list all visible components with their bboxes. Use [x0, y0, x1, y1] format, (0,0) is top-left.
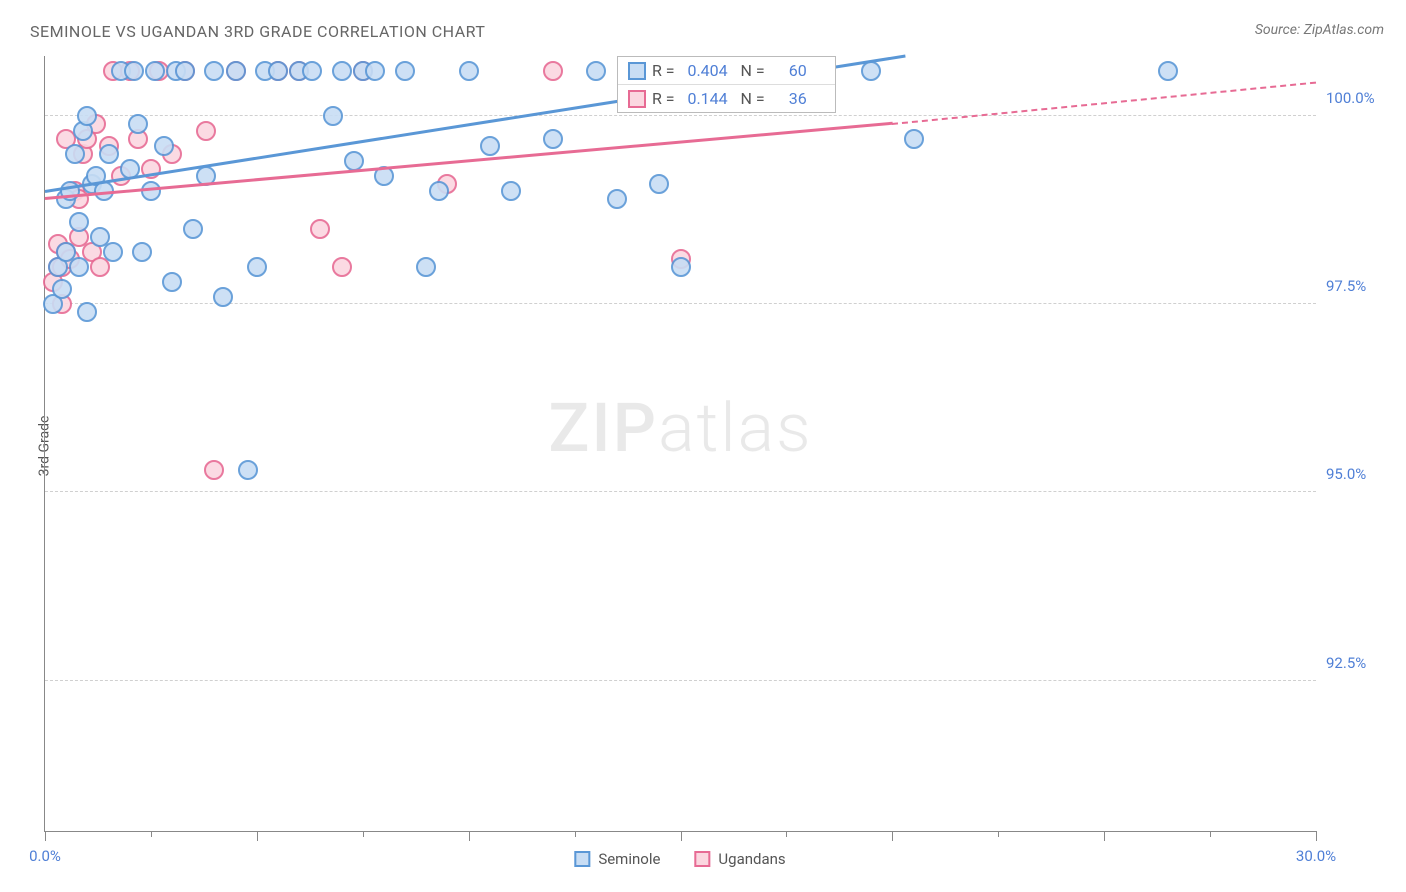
- legend-swatch: [628, 62, 646, 80]
- plot-area: ZIPatlas 92.5%95.0%97.5%100.0%0.0%30.0%R…: [44, 56, 1316, 832]
- data-point: [323, 106, 343, 126]
- legend-row: R = 0.144 N = 36: [618, 85, 835, 112]
- data-point: [162, 272, 182, 292]
- correlation-legend: R = 0.404 N = 60 R = 0.144 N = 36: [617, 56, 836, 113]
- data-point: [65, 144, 85, 164]
- n-label: N =: [741, 61, 765, 80]
- y-tick-label: 97.5%: [1326, 277, 1398, 295]
- x-tick: [363, 831, 364, 837]
- r-value: 0.144: [681, 89, 735, 108]
- chart-title: SEMINOLE VS UGANDAN 3RD GRADE CORRELATIO…: [30, 22, 485, 41]
- data-point: [103, 242, 123, 262]
- data-point: [416, 257, 436, 277]
- gridline: [45, 491, 1316, 492]
- x-tick: [257, 831, 258, 841]
- data-point: [904, 129, 924, 149]
- data-point: [204, 460, 224, 480]
- data-point: [204, 61, 224, 81]
- x-tick: [151, 831, 152, 837]
- data-point: [365, 61, 385, 81]
- data-point: [268, 61, 288, 81]
- legend-swatch: [694, 851, 710, 867]
- x-tick-label: 0.0%: [29, 847, 61, 865]
- x-tick: [681, 831, 682, 841]
- data-point: [99, 144, 119, 164]
- legend-bottom: Seminole Ugandans: [574, 850, 785, 868]
- data-point: [196, 121, 216, 141]
- legend-swatch: [628, 90, 646, 108]
- data-point: [124, 61, 144, 81]
- data-point: [238, 460, 258, 480]
- gridline: [45, 680, 1316, 681]
- gridline: [45, 303, 1316, 304]
- data-point: [586, 61, 606, 81]
- data-point: [501, 181, 521, 201]
- data-point: [480, 136, 500, 156]
- y-tick-label: 92.5%: [1326, 654, 1398, 672]
- data-point: [671, 257, 691, 277]
- data-point: [69, 212, 89, 232]
- regression-line: [892, 82, 1316, 125]
- x-tick: [998, 831, 999, 837]
- data-point: [183, 219, 203, 239]
- data-point: [145, 61, 165, 81]
- data-point: [332, 257, 352, 277]
- watermark: ZIPatlas: [548, 388, 812, 468]
- x-tick: [575, 831, 576, 837]
- n-value: 60: [771, 61, 825, 80]
- gridline: [45, 115, 1316, 116]
- data-point: [332, 61, 352, 81]
- x-tick: [786, 831, 787, 837]
- data-point: [52, 279, 72, 299]
- data-point: [1158, 61, 1178, 81]
- x-tick: [1210, 831, 1211, 837]
- data-point: [302, 61, 322, 81]
- legend-item: Ugandans: [694, 850, 785, 868]
- y-tick-label: 100.0%: [1326, 89, 1398, 107]
- x-tick: [45, 831, 46, 841]
- legend-item: Seminole: [574, 850, 660, 868]
- n-label: N =: [741, 89, 765, 108]
- y-tick-label: 95.0%: [1326, 465, 1398, 483]
- data-point: [128, 114, 148, 134]
- x-tick: [469, 831, 470, 841]
- source-attribution: Source: ZipAtlas.com: [1255, 22, 1384, 38]
- data-point: [141, 181, 161, 201]
- legend-row: R = 0.404 N = 60: [618, 57, 835, 85]
- data-point: [310, 219, 330, 239]
- r-label: R =: [652, 61, 675, 80]
- data-point: [132, 242, 152, 262]
- r-value: 0.404: [681, 61, 735, 80]
- data-point: [154, 136, 174, 156]
- data-point: [213, 287, 233, 307]
- data-point: [861, 61, 881, 81]
- data-point: [649, 174, 669, 194]
- data-point: [543, 129, 563, 149]
- r-label: R =: [652, 89, 675, 108]
- data-point: [175, 61, 195, 81]
- data-point: [395, 61, 415, 81]
- data-point: [543, 61, 563, 81]
- x-tick: [892, 831, 893, 841]
- n-value: 36: [771, 89, 825, 108]
- data-point: [77, 106, 97, 126]
- series-name: Ugandans: [718, 850, 785, 868]
- x-tick: [1104, 831, 1105, 841]
- series-name: Seminole: [598, 850, 660, 868]
- x-tick: [1316, 831, 1317, 841]
- data-point: [247, 257, 267, 277]
- legend-swatch: [574, 851, 590, 867]
- x-tick-label: 30.0%: [1296, 847, 1336, 865]
- data-point: [77, 302, 97, 322]
- data-point: [459, 61, 479, 81]
- data-point: [429, 181, 449, 201]
- data-point: [69, 257, 89, 277]
- data-point: [607, 189, 627, 209]
- data-point: [226, 61, 246, 81]
